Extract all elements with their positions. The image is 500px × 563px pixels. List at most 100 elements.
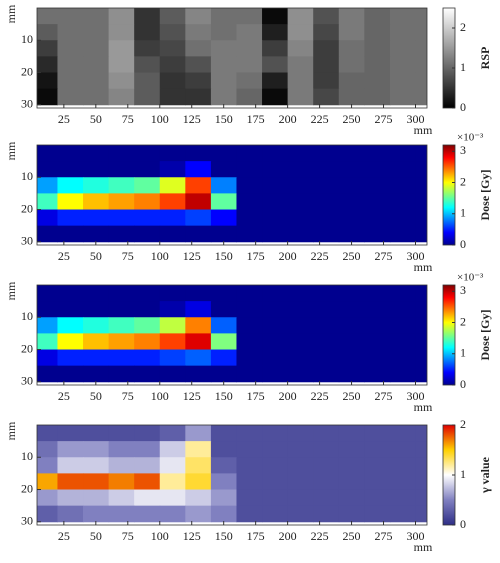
cell <box>262 56 289 74</box>
cell <box>210 425 237 442</box>
cell <box>210 457 237 474</box>
cell <box>83 225 110 243</box>
x-tick-label: 200 <box>279 529 297 543</box>
cell <box>57 441 84 458</box>
cell <box>262 301 289 318</box>
cell <box>364 333 391 351</box>
cell <box>83 40 110 57</box>
cell <box>57 317 84 334</box>
cell <box>37 56 58 74</box>
cell <box>262 349 289 367</box>
colorbar-tick-label: 0 <box>460 377 466 391</box>
x-tick-label: 75 <box>122 389 134 403</box>
cell <box>210 56 237 74</box>
cell <box>236 349 263 367</box>
cell <box>159 425 186 442</box>
x-axis-label: mm <box>414 260 433 274</box>
colorbar-tick-label: 1 <box>460 206 466 220</box>
cell <box>262 285 289 302</box>
x-tick-label: 300 <box>406 112 424 126</box>
cell <box>83 72 110 90</box>
axes-frame <box>36 7 428 109</box>
cell <box>57 145 84 162</box>
cell <box>415 301 427 318</box>
cell <box>415 56 427 74</box>
cell <box>83 425 110 442</box>
cell <box>210 489 237 507</box>
x-tick-label: 250 <box>343 529 361 543</box>
cell <box>37 225 58 243</box>
cell <box>108 24 135 41</box>
cell <box>37 425 58 442</box>
cell <box>313 301 340 318</box>
cell <box>134 333 161 351</box>
x-tick-label: 100 <box>151 112 169 126</box>
cell <box>287 333 314 351</box>
cell <box>185 365 212 383</box>
cell <box>364 425 391 442</box>
cell <box>134 317 161 334</box>
cell <box>236 317 263 334</box>
cell <box>108 88 135 106</box>
cell <box>236 145 263 162</box>
cell <box>108 209 135 227</box>
cell <box>236 161 263 178</box>
cell <box>159 193 186 211</box>
cell <box>159 473 186 491</box>
cell <box>134 209 161 227</box>
colorbar-exponent: ×10⁻³ <box>457 272 484 284</box>
cell <box>37 40 58 57</box>
x-tick-label: 25 <box>58 112 70 126</box>
cell <box>313 209 340 227</box>
cell <box>57 88 84 106</box>
cell <box>287 473 314 491</box>
cell <box>313 285 340 302</box>
cell <box>185 209 212 227</box>
cell <box>338 161 365 178</box>
cell <box>389 88 416 106</box>
x-tick-label: 150 <box>215 389 233 403</box>
cell <box>57 177 84 194</box>
cell <box>185 349 212 367</box>
cell <box>287 193 314 211</box>
cell <box>37 88 58 106</box>
cell <box>185 473 212 491</box>
cell <box>134 8 161 25</box>
x-tick-label: 150 <box>215 529 233 543</box>
cell <box>134 161 161 178</box>
cell <box>338 88 365 106</box>
cell <box>57 209 84 227</box>
cell <box>185 333 212 351</box>
cell <box>159 161 186 178</box>
cell <box>313 317 340 334</box>
cell <box>134 441 161 458</box>
x-tick-label: 225 <box>311 389 329 403</box>
cell <box>37 145 58 162</box>
colorbar-tick-label: 0 <box>460 237 466 251</box>
cell <box>57 225 84 243</box>
cell <box>159 177 186 194</box>
cell <box>83 333 110 351</box>
cell <box>389 145 416 162</box>
colorbar-tick-label: 1 <box>460 60 466 74</box>
cell <box>57 56 84 74</box>
cell <box>338 40 365 57</box>
cell <box>262 209 289 227</box>
cell <box>287 145 314 162</box>
x-tick-label: 175 <box>247 249 265 263</box>
y-tick-label: 20 <box>21 201 33 215</box>
cell <box>364 505 391 523</box>
x-tick-label: 100 <box>151 389 169 403</box>
cell <box>83 285 110 302</box>
cell <box>364 317 391 334</box>
cell <box>338 425 365 442</box>
cell <box>389 457 416 474</box>
cell <box>83 473 110 491</box>
cell <box>210 72 237 90</box>
cell <box>108 225 135 243</box>
y-tick-label: 30 <box>21 234 33 248</box>
cell <box>108 505 135 523</box>
y-axis-label: mm <box>4 4 18 23</box>
cell <box>389 317 416 334</box>
cell <box>37 317 58 334</box>
